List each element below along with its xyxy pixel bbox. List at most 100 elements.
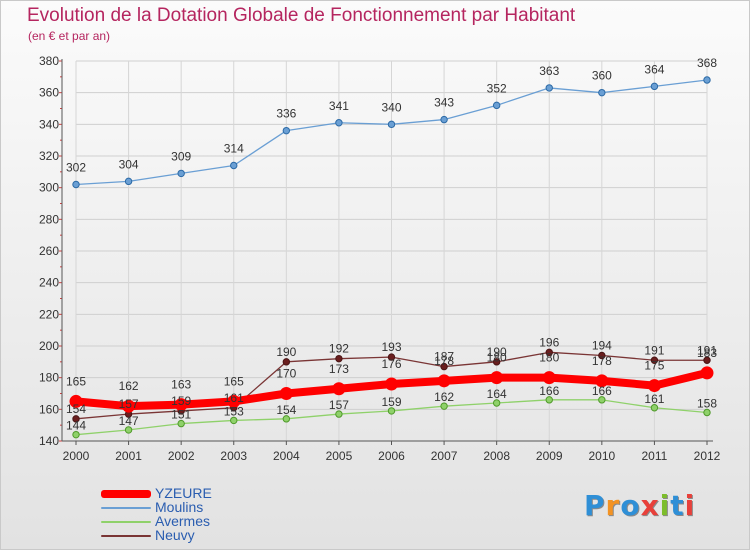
y-tick-label: 240: [39, 276, 59, 290]
data-point-avermes: [545, 396, 553, 404]
logo-letter: i: [659, 489, 671, 522]
data-label-neuvy: 190: [487, 345, 507, 359]
data-point-neuvy: [650, 356, 659, 364]
data-point-yzeure: [385, 377, 398, 391]
y-tick-label: 300: [39, 181, 59, 195]
data-label-moulins: 343: [434, 96, 454, 110]
data-label-yzeure: 170: [276, 367, 296, 381]
data-label-moulins: 302: [66, 161, 86, 175]
logo-letter: P: [584, 489, 606, 522]
data-point-avermes: [598, 396, 606, 404]
data-point-avermes: [703, 408, 711, 417]
data-label-avermes: 162: [434, 390, 454, 404]
data-point-avermes: [124, 426, 133, 434]
data-label-moulins: 314: [224, 142, 244, 156]
data-label-moulins: 304: [119, 157, 139, 171]
data-point-moulins: [387, 120, 396, 129]
y-tick-label: 220: [39, 307, 59, 321]
data-label-neuvy: 194: [592, 339, 612, 353]
data-point-moulins: [440, 115, 448, 124]
data-label-neuvy: 191: [697, 343, 717, 357]
data-point-yzeure: [595, 374, 609, 388]
legend-label: Avermes: [155, 513, 210, 529]
data-point-avermes: [492, 399, 501, 407]
x-tick-label: 2011: [642, 449, 668, 463]
data-point-neuvy: [335, 354, 343, 363]
data-label-yzeure: 173: [329, 362, 349, 376]
data-point-yzeure: [332, 382, 346, 396]
legend-swatch: [101, 507, 151, 509]
data-point-avermes: [440, 402, 448, 410]
y-tick-label: 140: [39, 434, 59, 448]
logo-letter: r: [605, 489, 621, 522]
data-point-yzeure: [174, 398, 188, 412]
x-tick-label: 2009: [536, 449, 563, 463]
data-label-neuvy: 192: [329, 342, 349, 356]
data-point-neuvy: [387, 353, 396, 361]
x-tick-label: 2004: [273, 449, 300, 463]
data-point-moulins: [230, 161, 238, 170]
chart-subtitle: (en € et par an): [28, 29, 111, 43]
series-layer: [69, 76, 714, 439]
data-label-moulins: 368: [697, 56, 717, 70]
y-tick-label: 200: [39, 339, 59, 353]
data-label-moulins: 309: [171, 149, 191, 163]
data-point-neuvy: [703, 356, 711, 364]
y-tick-label: 320: [39, 149, 59, 163]
x-tick-label: 2002: [168, 449, 195, 463]
data-label-avermes: 157: [329, 398, 349, 412]
data-label-avermes: 166: [539, 384, 559, 398]
y-tick-label: 280: [39, 212, 59, 226]
data-point-yzeure: [647, 379, 661, 393]
x-tick-label: 2003: [220, 449, 247, 463]
data-point-neuvy: [492, 358, 501, 366]
data-point-avermes: [230, 416, 238, 425]
y-tick-label: 160: [39, 402, 59, 416]
x-tick-label: 2005: [326, 449, 353, 463]
legend-label: Moulins: [155, 499, 204, 515]
data-label-yzeure: 176: [381, 357, 401, 371]
data-point-yzeure: [490, 371, 504, 385]
data-label-avermes: 147: [119, 414, 139, 428]
data-label-moulins: 341: [329, 99, 349, 113]
data-label-avermes: 154: [276, 403, 296, 417]
data-label-avermes: 151: [171, 408, 191, 422]
logo-letter: i: [684, 489, 696, 522]
x-tick-label: 2008: [483, 449, 510, 463]
data-point-yzeure: [700, 366, 714, 380]
legend-label: Neuvy: [155, 527, 195, 543]
y-tick-label: 380: [39, 54, 59, 68]
data-point-yzeure: [227, 394, 241, 408]
data-label-neuvy: 187: [434, 350, 454, 364]
data-label-yzeure: 178: [592, 354, 612, 368]
data-label-avermes: 144: [66, 419, 86, 433]
data-label-neuvy: 193: [381, 340, 401, 354]
data-label-moulins: 363: [539, 64, 559, 78]
data-label-neuvy: 157: [119, 397, 139, 411]
legend-swatch: [101, 490, 151, 498]
x-tick-label: 2006: [378, 449, 405, 463]
data-label-yzeure: 178: [434, 354, 454, 368]
proxiti-logo: Proxiti: [584, 489, 695, 522]
data-label-yzeure: 162: [119, 379, 139, 393]
data-label-avermes: 153: [224, 404, 244, 418]
logo-letter: x: [640, 489, 660, 522]
x-tick-label: 2012: [694, 449, 721, 463]
data-label-moulins: 340: [381, 100, 401, 114]
data-label-moulins: 364: [644, 62, 664, 76]
data-point-yzeure: [542, 371, 556, 385]
data-point-moulins: [282, 126, 291, 135]
data-point-neuvy: [440, 362, 448, 371]
data-point-avermes: [650, 404, 659, 412]
data-label-yzeure: 175: [644, 359, 664, 373]
data-point-moulins: [335, 119, 343, 127]
data-label-yzeure: 180: [539, 351, 559, 365]
data-point-moulins: [598, 88, 606, 97]
legend-swatch: [101, 521, 151, 523]
data-point-moulins: [72, 180, 80, 189]
data-point-avermes: [177, 419, 185, 428]
data-label-neuvy: 191: [644, 343, 664, 357]
data-point-moulins: [492, 101, 501, 110]
chart-title: Evolution de la Dotation Globale de Fonc…: [27, 5, 576, 26]
